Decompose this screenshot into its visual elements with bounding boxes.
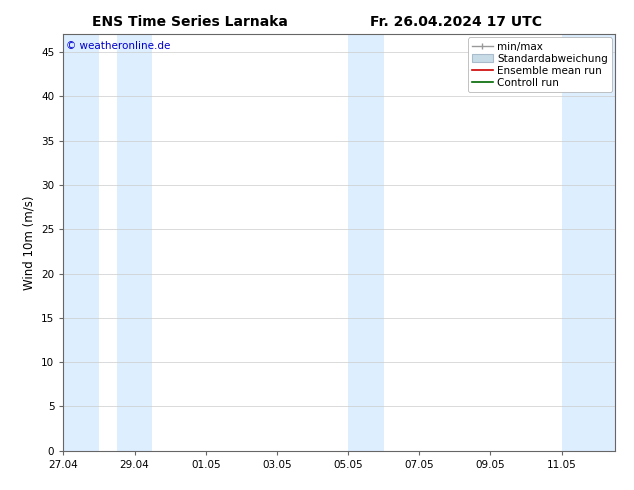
Text: ENS Time Series Larnaka: ENS Time Series Larnaka: [93, 15, 288, 29]
Bar: [63, 34, 99, 451]
Y-axis label: Wind 10m (m/s): Wind 10m (m/s): [23, 196, 36, 290]
Bar: [117, 34, 152, 451]
Bar: [348, 34, 384, 451]
Text: Fr. 26.04.2024 17 UTC: Fr. 26.04.2024 17 UTC: [370, 15, 543, 29]
Bar: [562, 34, 615, 451]
Text: © weatheronline.de: © weatheronline.de: [66, 41, 171, 50]
Legend: min/max, Standardabweichung, Ensemble mean run, Controll run: min/max, Standardabweichung, Ensemble me…: [468, 37, 612, 92]
